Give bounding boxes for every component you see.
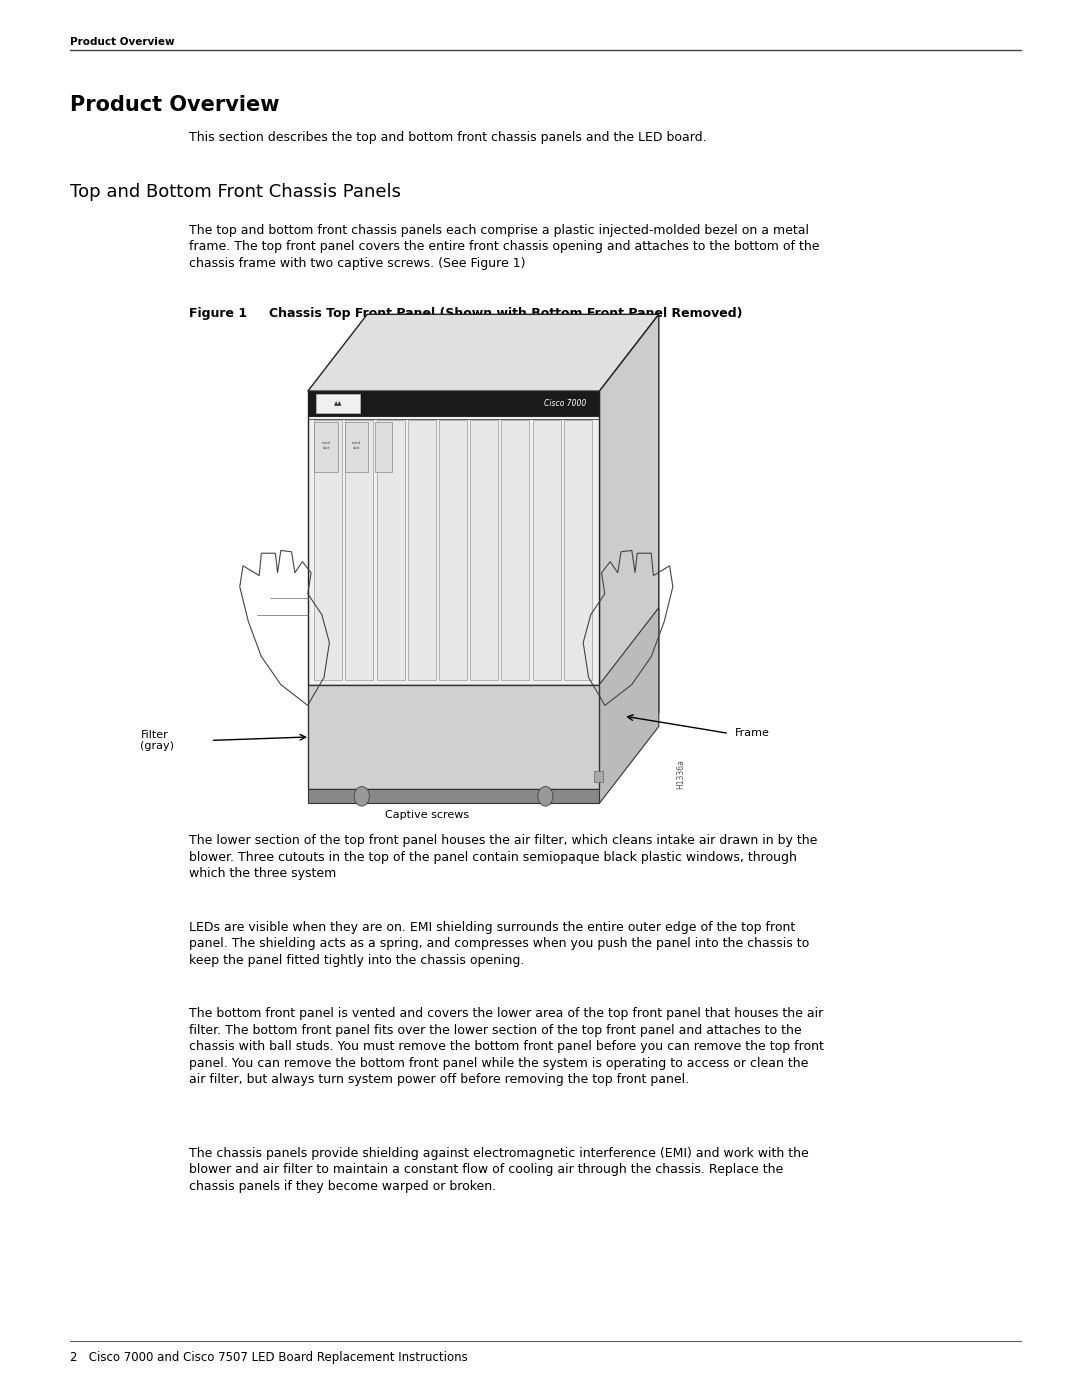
- Bar: [470, 420, 498, 680]
- Bar: [501, 420, 529, 680]
- Text: The bottom front panel is vented and covers the lower area of the top front pane: The bottom front panel is vented and cov…: [189, 1007, 824, 1087]
- Bar: [375, 422, 392, 472]
- Text: This section describes the top and bottom front chassis panels and the LED board: This section describes the top and botto…: [189, 131, 706, 144]
- Text: The chassis panels provide shielding against electromagnetic interference (EMI) : The chassis panels provide shielding aga…: [189, 1147, 809, 1193]
- Circle shape: [538, 787, 553, 806]
- Bar: [532, 420, 561, 680]
- Text: The top and bottom front chassis panels each comprise a plastic injected-molded : The top and bottom front chassis panels …: [189, 224, 820, 270]
- Text: card
slot: card slot: [352, 441, 361, 450]
- Text: Product Overview: Product Overview: [70, 95, 280, 115]
- Bar: [564, 420, 592, 680]
- Bar: [308, 391, 599, 416]
- Polygon shape: [599, 608, 659, 803]
- Text: Frame: Frame: [734, 728, 769, 739]
- Polygon shape: [308, 314, 659, 391]
- Text: H1336a: H1336a: [676, 760, 685, 789]
- Bar: [314, 420, 342, 680]
- Bar: [440, 420, 467, 680]
- Bar: [408, 420, 436, 680]
- Text: Captive screws: Captive screws: [384, 810, 469, 820]
- Text: Top and Bottom Front Chassis Panels: Top and Bottom Front Chassis Panels: [70, 183, 401, 201]
- Bar: [346, 420, 374, 680]
- Bar: [314, 422, 338, 472]
- Bar: [316, 394, 360, 414]
- Text: Cisco 7000: Cisco 7000: [544, 400, 586, 408]
- Bar: [377, 420, 405, 680]
- Bar: [345, 422, 368, 472]
- Circle shape: [354, 787, 369, 806]
- Bar: [308, 685, 599, 789]
- Text: ▲▲: ▲▲: [334, 401, 342, 407]
- Text: Product Overview: Product Overview: [70, 36, 175, 46]
- Text: card
slot: card slot: [322, 441, 330, 450]
- Text: The lower section of the top front panel houses the air filter, which cleans int: The lower section of the top front panel…: [189, 834, 818, 880]
- Polygon shape: [599, 314, 659, 789]
- Text: Figure 1     Chassis Top Front Panel (Shown with Bottom Front Panel Removed): Figure 1 Chassis Top Front Panel (Shown …: [189, 307, 743, 320]
- Bar: [308, 391, 599, 685]
- Text: LEDs are visible when they are on. EMI shielding surrounds the entire outer edge: LEDs are visible when they are on. EMI s…: [189, 921, 809, 967]
- Text: 2   Cisco 7000 and Cisco 7507 LED Board Replacement Instructions: 2 Cisco 7000 and Cisco 7507 LED Board Re…: [70, 1351, 468, 1363]
- Text: Filter
(gray): Filter (gray): [140, 729, 174, 752]
- Bar: [594, 771, 603, 782]
- Bar: [308, 789, 599, 803]
